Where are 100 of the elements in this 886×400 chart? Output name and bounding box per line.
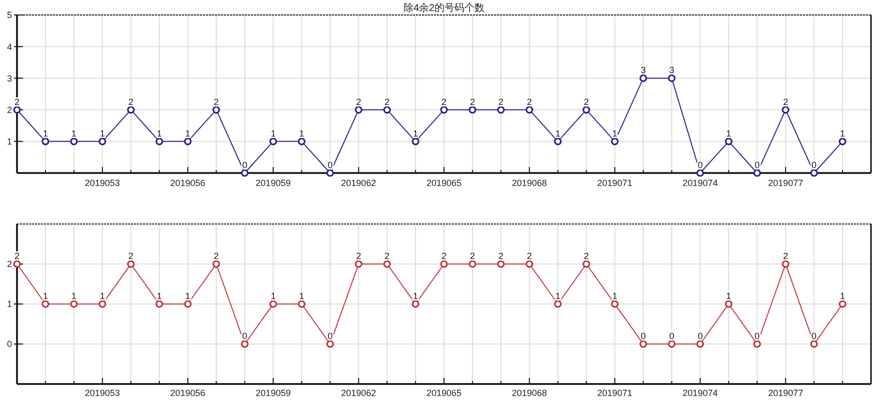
point (526, 106, 534, 114)
point (269, 138, 277, 146)
data-label: 1 (726, 128, 732, 138)
data-label: 2 (584, 96, 589, 107)
point (639, 74, 648, 82)
data-label: 1 (612, 128, 618, 138)
point (412, 300, 420, 308)
point (696, 340, 704, 348)
x-tick-label: 2019062 (341, 178, 376, 188)
data-label: 0 (698, 331, 703, 341)
point (98, 300, 106, 308)
data-label: 0 (242, 160, 248, 170)
point (668, 340, 676, 348)
y-tick-label: 1 (6, 299, 12, 310)
data-label: 1 (299, 291, 304, 301)
data-label: 1 (156, 128, 162, 138)
point (782, 260, 790, 268)
data-label: 1 (840, 128, 846, 138)
point (753, 169, 761, 177)
y-tick-label: 5 (6, 10, 12, 20)
point (810, 340, 818, 348)
point (440, 106, 448, 114)
x-tick-label: 2019074 (682, 178, 718, 188)
data-label: 0 (812, 160, 817, 170)
data-label: 0 (812, 331, 817, 341)
data-label: 1 (299, 128, 304, 138)
data-label: 3 (669, 65, 674, 76)
point (383, 106, 391, 114)
point (212, 260, 220, 268)
x-tick-label: 2019074 (682, 388, 718, 398)
data-label: 1 (555, 128, 560, 138)
x-tick-label: 2019065 (426, 178, 462, 188)
point (354, 260, 362, 268)
data-label: 2 (128, 96, 134, 107)
data-label: 1 (413, 128, 418, 138)
data-label: 2 (470, 96, 475, 107)
data-label: 1 (156, 291, 162, 301)
x-tick-label: 2019077 (768, 388, 804, 398)
data-label: 2 (470, 251, 475, 261)
data-label: 2 (441, 96, 447, 107)
data-label: 1 (42, 291, 48, 301)
chart-title: 除4余2的号码个数 (403, 2, 485, 14)
point (639, 340, 648, 348)
point (13, 106, 21, 114)
point (354, 106, 362, 114)
point (298, 138, 306, 146)
data-label: 0 (328, 160, 333, 170)
point (497, 260, 505, 268)
point (468, 106, 476, 114)
data-label: 0 (640, 331, 646, 341)
point (298, 300, 306, 308)
point (696, 169, 704, 177)
x-tick-label: 2019059 (256, 178, 291, 188)
y-tick-label: 1 (6, 136, 12, 147)
data-label: 1 (185, 128, 190, 138)
point (554, 138, 562, 146)
data-label: 1 (71, 291, 76, 301)
point (668, 74, 676, 82)
point (184, 300, 192, 308)
data-label: 2 (498, 251, 504, 261)
data-label: 1 (270, 128, 276, 138)
point (838, 138, 846, 146)
point (269, 300, 277, 308)
x-tick-label: 2019056 (170, 178, 206, 188)
x-tick-label: 2019068 (512, 178, 547, 188)
point (127, 106, 135, 114)
point (156, 138, 164, 146)
point (611, 138, 619, 146)
point (582, 106, 590, 114)
data-label: 0 (754, 160, 760, 170)
data-label: 1 (413, 291, 418, 301)
point (42, 300, 50, 308)
data-label: 2 (128, 251, 134, 261)
point (526, 260, 534, 268)
data-label: 1 (100, 128, 105, 138)
point (554, 300, 562, 308)
point (326, 340, 334, 348)
data-label: 2 (214, 96, 219, 107)
point (42, 138, 50, 146)
data-label: 1 (555, 291, 560, 301)
data-label: 2 (356, 251, 362, 261)
point (184, 138, 192, 146)
point (70, 138, 78, 146)
data-label: 2 (441, 251, 447, 261)
data-label: 1 (612, 291, 618, 301)
point (156, 300, 164, 308)
point (383, 260, 391, 268)
x-tick-label: 2019053 (84, 388, 120, 398)
y-tick-label: 2 (6, 105, 12, 115)
x-tick-label: 2019065 (426, 388, 462, 398)
data-label: 2 (526, 251, 532, 261)
data-label: 2 (526, 96, 532, 107)
point (810, 169, 818, 177)
data-label: 1 (100, 291, 105, 301)
point (240, 340, 249, 348)
point (412, 138, 420, 146)
x-tick-label: 2019071 (597, 178, 632, 188)
point (838, 300, 846, 308)
data-label: 2 (783, 96, 788, 107)
data-label: 0 (754, 331, 760, 341)
